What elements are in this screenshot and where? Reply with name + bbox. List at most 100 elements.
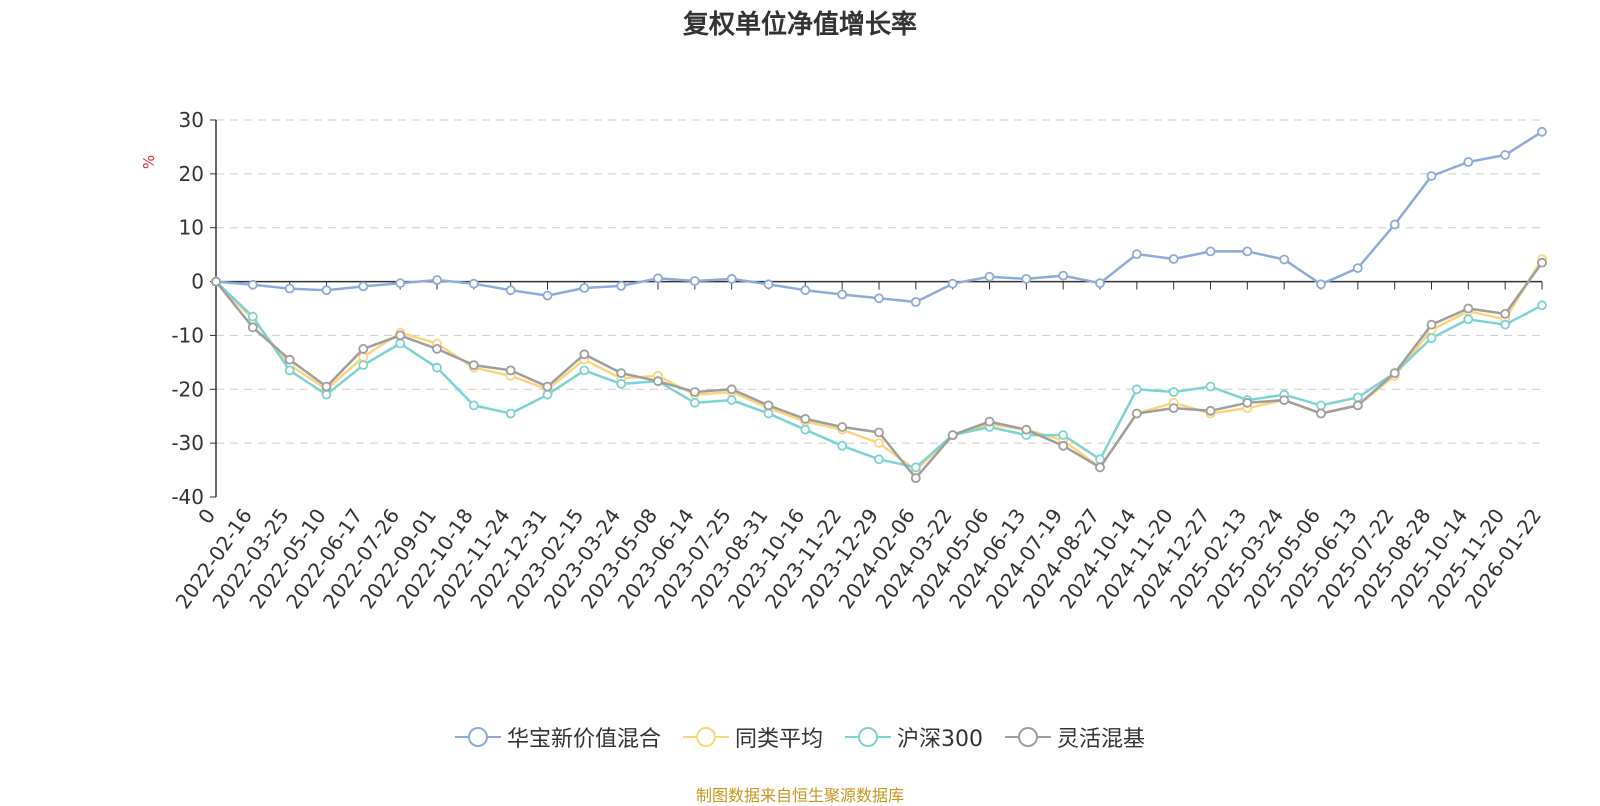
data-point-0 [1021,273,1032,284]
y-tick-label: 10 [179,216,204,240]
data-point-3 [1463,303,1474,314]
data-point-2 [1500,319,1511,330]
legend-label: 沪深300 [897,727,983,752]
legend-item-1[interactable]: 同类平均 [682,721,823,753]
data-point-2 [1205,381,1216,392]
data-point-3 [1352,400,1363,411]
y-tick-label: -20 [171,377,204,401]
data-point-0 [616,280,627,291]
data-point-3 [800,413,811,424]
data-point-3 [1500,308,1511,319]
data-point-2 [1058,430,1069,441]
legend-label: 华宝新价值混合 [506,727,661,752]
data-point-2 [689,397,700,408]
legend-marker-circle [695,727,716,747]
legend-marker-icon [682,727,729,747]
data-point-3 [1205,405,1216,416]
data-point-3 [1279,395,1290,406]
series-layer [211,126,1547,484]
data-point-3 [1021,424,1032,435]
data-point-3 [468,360,479,371]
data-point-0 [910,297,921,307]
data-point-3 [874,427,884,438]
data-point-1 [358,352,369,362]
y-axis-label: % [140,155,158,169]
data-point-0 [1352,263,1363,274]
data-point-2 [616,378,627,389]
data-point-0 [321,285,332,296]
data-point-2 [358,360,369,371]
data-point-0 [653,273,663,284]
data-point-0 [358,281,369,292]
data-point-3 [1168,403,1179,414]
data-point-0 [689,276,700,286]
data-point-3 [1316,408,1326,419]
x-tick-label: 0 [193,504,220,528]
data-point-0 [984,271,995,282]
data-point-0 [542,290,553,301]
legend-item-2[interactable]: 沪深300 [845,721,983,753]
data-point-0 [247,279,258,290]
data-point-3 [321,381,332,392]
data-point-2 [1168,387,1179,397]
data-point-3 [984,416,995,427]
data-point-2 [505,408,516,419]
data-point-3 [947,430,958,441]
data-point-2 [1316,400,1326,411]
data-point-2 [837,440,848,451]
data-point-0 [505,285,516,296]
data-point-0 [800,285,811,296]
data-point-3 [910,473,921,484]
data-point-0 [874,293,884,304]
data-point-3 [1095,462,1105,473]
data-point-3 [763,400,774,411]
y-tick-label: 0 [191,270,204,294]
data-point-0 [1500,150,1511,160]
data-point-2 [1537,300,1547,311]
data-point-0 [1316,279,1326,290]
legend-label: 同类平均 [734,727,823,752]
data-point-3 [616,368,627,379]
legend-marker-circle [467,727,488,747]
legend: 华宝新价值混合 同类平均 沪深300 灵活混基 [0,721,1600,753]
data-point-2 [284,365,295,376]
data-point-2 [1352,392,1363,403]
data-point-3 [689,387,700,397]
data-point-0 [1242,246,1253,257]
data-point-3 [358,343,369,354]
data-point-0 [1058,270,1069,281]
data-point-3 [1426,319,1437,330]
data-point-2 [247,311,258,322]
data-point-2 [1426,333,1437,344]
data-point-3 [837,422,848,432]
data-point-2 [1131,384,1142,395]
data-point-0 [468,278,479,289]
data-point-3 [542,381,553,392]
axis-layer: 3020100-10-20-30-4002022-02-162022-03-25… [171,108,1546,613]
data-point-3 [395,330,406,341]
data-point-0 [395,278,406,289]
legend-marker-icon [454,727,501,747]
data-point-0 [1279,254,1290,265]
y-tick-label: 20 [179,162,204,186]
data-source-note: 制图数据来自恒生聚源数据库 [695,786,904,805]
data-point-0 [1205,246,1216,257]
data-point-3 [1389,368,1400,379]
data-point-0 [947,278,958,289]
data-point-2 [800,424,811,435]
data-point-0 [1131,249,1142,260]
legend-item-3[interactable]: 灵活混基 [1005,721,1145,753]
data-point-0 [1537,126,1547,137]
series-line-0 [215,130,1543,304]
data-point-0 [1168,254,1179,264]
data-point-3 [247,322,258,333]
legend-item-0[interactable]: 华宝新价值混合 [454,721,661,753]
data-point-3 [505,365,516,376]
data-point-2 [579,365,590,376]
chart-title: 复权单位净值增长率 [682,10,917,40]
data-point-0 [1426,171,1437,181]
data-point-3 [432,343,442,354]
data-point-2 [726,395,737,406]
legend-label: 灵活混基 [1057,727,1146,752]
